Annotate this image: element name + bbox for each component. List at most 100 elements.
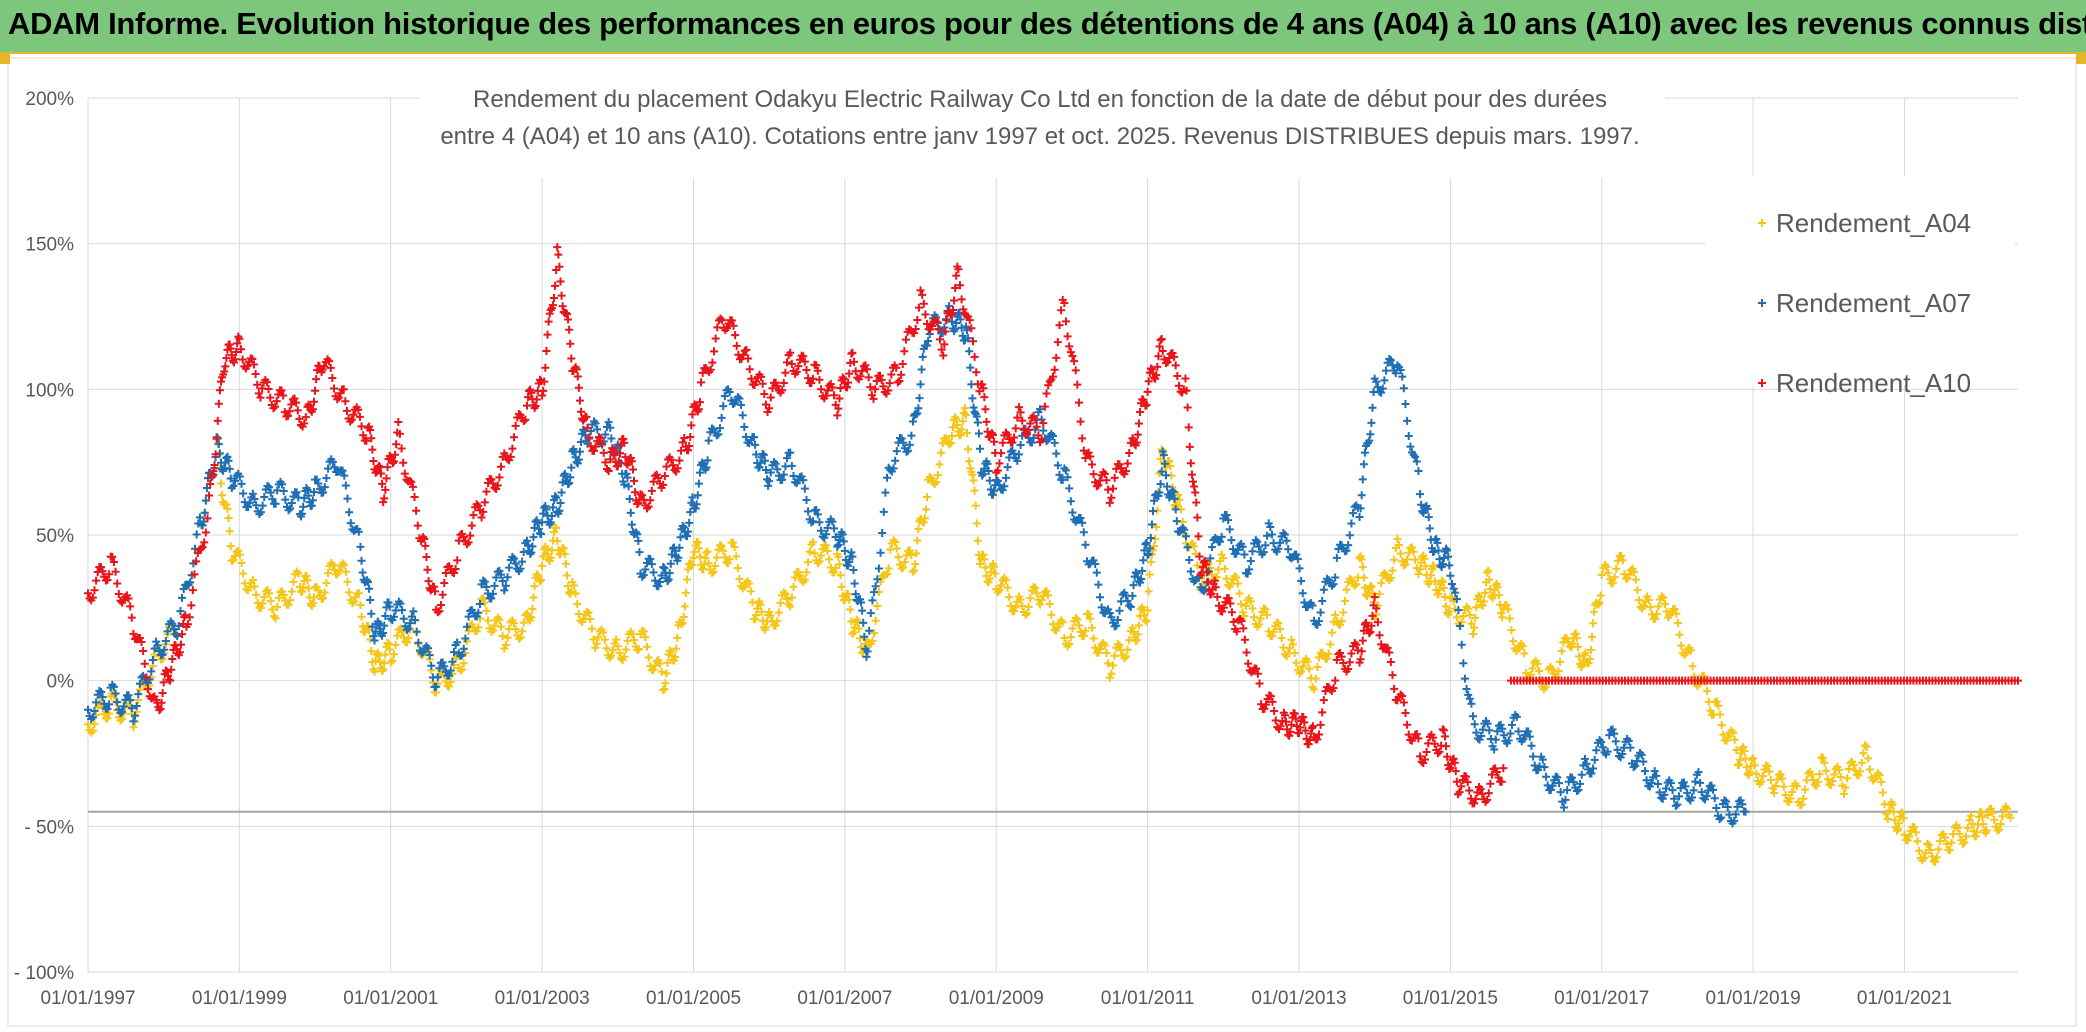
data-point bbox=[995, 481, 1004, 490]
data-point bbox=[745, 365, 754, 374]
data-point bbox=[1068, 351, 1077, 360]
data-point bbox=[1440, 593, 1449, 602]
data-point bbox=[159, 678, 168, 687]
data-point bbox=[406, 619, 415, 628]
data-point bbox=[1300, 718, 1309, 727]
data-point bbox=[233, 339, 242, 348]
data-point bbox=[1066, 497, 1075, 506]
data-point bbox=[528, 542, 537, 551]
data-point bbox=[847, 548, 856, 557]
data-point bbox=[1730, 735, 1739, 744]
data-point bbox=[1602, 563, 1611, 572]
data-point bbox=[566, 339, 575, 348]
data-point bbox=[511, 625, 520, 634]
data-point bbox=[742, 345, 751, 354]
data-point bbox=[1285, 731, 1294, 740]
data-point bbox=[729, 321, 738, 330]
data-point bbox=[1242, 648, 1251, 657]
data-point bbox=[786, 448, 795, 457]
data-point bbox=[951, 324, 960, 333]
data-point bbox=[1073, 615, 1082, 624]
data-point bbox=[1572, 786, 1581, 795]
data-point bbox=[1332, 655, 1341, 664]
data-point bbox=[719, 546, 728, 555]
data-point bbox=[289, 577, 298, 586]
data-point bbox=[1053, 338, 1062, 347]
data-point bbox=[639, 571, 648, 580]
series-Rendement_A10_zero_segment bbox=[1506, 676, 2022, 685]
data-point bbox=[1213, 592, 1222, 601]
data-point bbox=[1639, 602, 1648, 611]
data-point bbox=[1471, 794, 1480, 803]
data-point bbox=[1065, 639, 1074, 648]
x-tick-label: 01/01/2021 bbox=[1857, 988, 1952, 1009]
data-point bbox=[655, 659, 664, 668]
data-point bbox=[750, 433, 759, 442]
data-point bbox=[1401, 560, 1410, 569]
data-point bbox=[575, 447, 584, 456]
data-point bbox=[263, 481, 272, 490]
data-point bbox=[1096, 645, 1105, 654]
data-point bbox=[1372, 377, 1381, 386]
data-point bbox=[385, 645, 394, 654]
data-point bbox=[343, 577, 352, 586]
data-point bbox=[965, 347, 974, 356]
data-point bbox=[965, 457, 974, 466]
data-point bbox=[345, 508, 354, 517]
data-point bbox=[1206, 554, 1215, 563]
data-point bbox=[1675, 792, 1684, 801]
data-point bbox=[1026, 419, 1035, 428]
data-point bbox=[422, 552, 431, 561]
data-point bbox=[887, 370, 896, 379]
data-point bbox=[1345, 574, 1354, 583]
data-point bbox=[1589, 764, 1598, 773]
data-point bbox=[1129, 627, 1138, 636]
data-point bbox=[1123, 459, 1132, 468]
data-point bbox=[601, 430, 610, 439]
data-point bbox=[1104, 605, 1113, 614]
data-point bbox=[1485, 726, 1494, 735]
data-point bbox=[717, 413, 726, 422]
data-point bbox=[546, 553, 555, 562]
data-point bbox=[802, 496, 811, 505]
data-point bbox=[1459, 659, 1468, 668]
data-point bbox=[341, 397, 350, 406]
data-point bbox=[2006, 813, 2015, 822]
data-point bbox=[1052, 353, 1061, 362]
data-point bbox=[449, 648, 458, 657]
data-point bbox=[1618, 750, 1627, 759]
data-point bbox=[868, 596, 877, 605]
data-point bbox=[752, 377, 761, 386]
data-point bbox=[1494, 773, 1503, 782]
x-tick-label: 01/01/2011 bbox=[1101, 988, 1195, 1009]
data-point bbox=[810, 549, 819, 558]
data-point bbox=[396, 599, 405, 608]
data-point bbox=[1399, 384, 1408, 393]
data-point bbox=[738, 411, 747, 420]
data-point bbox=[1263, 610, 1272, 619]
data-point bbox=[1147, 365, 1156, 374]
data-point bbox=[539, 509, 548, 518]
data-point bbox=[1105, 673, 1114, 682]
data-point bbox=[572, 365, 581, 374]
data-point bbox=[839, 375, 848, 384]
data-point bbox=[646, 496, 655, 505]
data-point bbox=[905, 546, 914, 555]
data-point bbox=[1065, 342, 1074, 351]
data-point bbox=[1469, 712, 1478, 721]
data-point bbox=[1484, 789, 1493, 798]
data-point bbox=[620, 480, 629, 489]
data-point bbox=[694, 405, 703, 414]
data-point bbox=[1293, 555, 1302, 564]
data-point bbox=[1899, 814, 1908, 823]
data-point bbox=[1497, 777, 1506, 786]
data-point bbox=[336, 389, 345, 398]
data-point bbox=[1470, 799, 1479, 808]
data-point bbox=[1484, 566, 1493, 575]
data-point bbox=[1026, 594, 1035, 603]
data-point bbox=[1261, 541, 1270, 550]
data-point bbox=[1629, 763, 1638, 772]
data-point bbox=[1053, 623, 1062, 632]
data-point bbox=[997, 449, 1006, 458]
data-point bbox=[891, 538, 900, 547]
